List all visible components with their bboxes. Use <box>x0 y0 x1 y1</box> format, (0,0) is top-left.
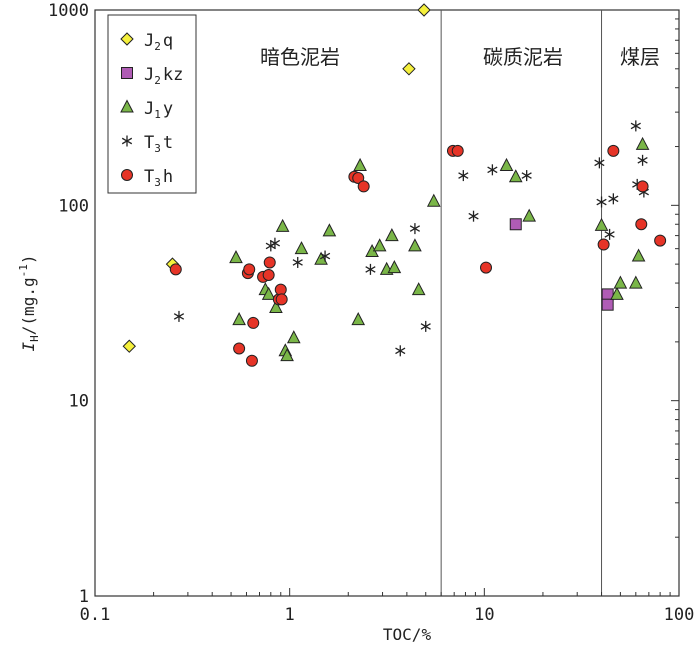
series-2 <box>229 136 650 362</box>
data-point <box>243 263 256 276</box>
x-axis-title: TOC/% <box>383 625 432 644</box>
data-point <box>232 312 246 326</box>
data-point <box>351 312 366 326</box>
data-point <box>468 210 479 222</box>
data-point <box>275 218 290 232</box>
legend: J2 q J2 kz J1 y T3 t T3 h <box>107 14 197 194</box>
data-point <box>480 261 493 274</box>
data-point <box>247 316 260 329</box>
series-4 <box>169 144 667 367</box>
x-tick-label: 0.1 <box>80 605 111 625</box>
data-point <box>608 193 619 205</box>
legend-box <box>107 14 197 194</box>
legend-marker <box>120 99 134 113</box>
data-point <box>509 218 522 231</box>
legend-label: T3 t <box>144 133 173 155</box>
data-point <box>601 298 614 311</box>
data-point <box>628 275 643 289</box>
data-point <box>594 157 605 169</box>
x-tick-label: 100 <box>664 605 695 625</box>
data-point <box>286 330 301 344</box>
data-point <box>451 144 464 157</box>
data-point <box>597 238 610 251</box>
region-label-2: 煤层 <box>620 45 660 69</box>
data-point <box>395 345 406 357</box>
legend-marker <box>121 67 133 79</box>
data-point <box>365 263 376 275</box>
legend-label: J2 q <box>144 31 173 53</box>
data-point <box>409 223 421 235</box>
legend-label: J2 kz <box>144 65 183 87</box>
data-point <box>385 228 399 242</box>
data-point <box>635 136 650 150</box>
data-point <box>630 120 641 132</box>
data-point <box>610 286 624 300</box>
x-tick-label: 1 <box>285 605 295 625</box>
y-tick-label: 100 <box>58 196 89 216</box>
legend-label: J1 y <box>144 99 173 121</box>
data-point <box>122 339 136 353</box>
data-point <box>487 164 498 176</box>
data-point <box>352 172 365 185</box>
x-tick-label: 10 <box>474 605 494 625</box>
data-point <box>522 208 537 222</box>
data-point <box>387 260 402 274</box>
data-point <box>275 293 288 306</box>
series-0 <box>122 3 431 353</box>
data-point <box>269 299 283 313</box>
region-label-1: 碳质泥岩 <box>483 45 563 69</box>
data-point <box>604 228 615 240</box>
y-tick-label: 10 <box>69 392 89 412</box>
legend-marker <box>121 135 133 147</box>
data-point <box>635 218 648 231</box>
data-point <box>408 238 422 252</box>
data-point <box>269 237 281 249</box>
data-point <box>654 234 667 247</box>
data-point <box>458 170 469 182</box>
data-point <box>596 196 607 208</box>
data-point <box>319 250 331 262</box>
data-point <box>294 241 309 255</box>
data-point <box>521 170 532 182</box>
series-1 <box>509 218 614 311</box>
data-point <box>613 275 628 289</box>
data-point <box>261 286 276 300</box>
data-point <box>322 223 337 237</box>
data-point <box>508 169 523 183</box>
data-point <box>594 217 609 231</box>
region-label-0: 暗色泥岩 <box>260 45 340 69</box>
data-point <box>499 157 514 171</box>
data-point <box>173 310 185 322</box>
data-point <box>262 268 275 281</box>
legend-marker <box>121 169 133 181</box>
data-point <box>169 263 182 276</box>
data-point <box>420 320 431 332</box>
data-point <box>357 180 370 193</box>
data-point <box>245 354 258 367</box>
data-point <box>292 256 303 268</box>
legend-label: T3 h <box>144 167 173 189</box>
data-point <box>372 238 387 252</box>
y-tick-label: 1 <box>79 587 89 607</box>
data-point <box>263 256 276 269</box>
data-point <box>229 250 243 264</box>
data-point <box>636 180 649 193</box>
data-point <box>353 157 367 171</box>
y-axis-title: IH/(mg.g-1) <box>17 255 41 352</box>
data-point <box>411 282 426 296</box>
y-tick-label: 1000 <box>48 1 89 21</box>
legend-marker <box>120 32 134 46</box>
data-point <box>631 248 646 262</box>
data-point <box>426 193 441 207</box>
data-point <box>233 342 246 355</box>
data-point <box>417 3 431 17</box>
plot-frame <box>94 9 680 597</box>
data-point <box>637 154 648 166</box>
data-point <box>280 348 294 362</box>
series-3 <box>173 120 649 357</box>
data-point <box>402 62 416 76</box>
data-point <box>607 144 620 157</box>
